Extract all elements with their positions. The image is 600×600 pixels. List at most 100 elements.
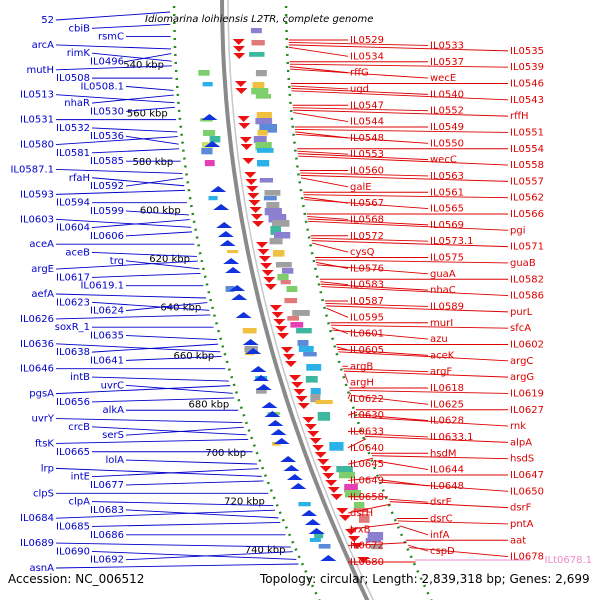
- reverse-strand-arrow: [293, 389, 306, 395]
- gene-feature-block: [274, 232, 291, 239]
- left-gene-label: clpA: [69, 497, 91, 508]
- reverse-strand-arrow: [252, 221, 265, 227]
- right-gene-label: IL0552: [430, 106, 464, 117]
- left-gene-label: IL0686: [90, 530, 124, 541]
- left-gene-leader: [55, 94, 175, 104]
- forward-strand-arrow: [229, 285, 246, 291]
- left-gene-leader: [55, 136, 178, 145]
- reverse-strand-arrow: [250, 214, 263, 220]
- gene-feature-block: [204, 160, 215, 167]
- gene-feature-block: [315, 400, 333, 405]
- gene-feature-block: [244, 346, 258, 353]
- gene-feature-block: [253, 136, 267, 143]
- right-gene-leader: [373, 460, 429, 471]
- left-gene-label: aceA: [29, 239, 54, 250]
- gene-feature-block: [263, 196, 277, 201]
- right-gene-label: IL0544: [350, 117, 384, 128]
- kbp-tick-label: 700 kbp: [205, 448, 246, 459]
- gene-feature-block: [317, 412, 331, 421]
- gene-feature-block: [297, 340, 309, 346]
- reverse-strand-arrow: [275, 326, 288, 332]
- right-gene-label: IL0645: [350, 459, 384, 470]
- reverse-strand-arrow: [244, 172, 257, 178]
- right-gene-label: trxB: [350, 524, 371, 535]
- left-gene-leader: [125, 480, 264, 486]
- right-gene-label: IL0560: [350, 166, 384, 177]
- topology-label: Topology: circular; Length: 2,839,318 bp…: [260, 572, 590, 586]
- gene-feature-block: [318, 544, 331, 549]
- kbp-tick-label: 740 kbp: [245, 545, 286, 556]
- forward-strand-arrow: [242, 339, 259, 345]
- gene-feature-block: [365, 538, 381, 543]
- left-gene-leader: [125, 426, 244, 436]
- reverse-strand-arrow: [282, 354, 295, 360]
- right-gene-leader: [292, 107, 429, 112]
- reverse-strand-arrow: [233, 53, 246, 59]
- right-gene-label: dsrE: [430, 497, 452, 508]
- forward-strand-arrow: [235, 312, 252, 318]
- gene-feature-block: [298, 346, 314, 352]
- reverse-strand-arrow: [242, 158, 255, 164]
- left-gene-leader: [91, 23, 171, 29]
- right-gene-leader: [326, 305, 509, 313]
- gene-feature-block: [306, 364, 322, 371]
- reverse-strand-arrow: [280, 347, 293, 353]
- left-gene-label: IL0623: [56, 297, 90, 308]
- right-gene-label: wecE: [430, 73, 456, 84]
- right-gene-label: IL0575: [430, 253, 464, 264]
- right-gene-label: IL0619: [510, 388, 544, 399]
- reverse-strand-arrow: [263, 277, 276, 283]
- reverse-strand-arrow: [269, 305, 282, 311]
- kbp-tick-label: 680 kbp: [189, 400, 230, 411]
- reverse-strand-arrow: [304, 424, 317, 430]
- left-gene-label: IL0689: [20, 538, 54, 549]
- left-gene-leader: [91, 376, 229, 382]
- right-gene-leader: [294, 128, 509, 133]
- genome-backbone-arc: [219, 0, 370, 600]
- gene-feature-block: [269, 238, 283, 245]
- map-title: Idiomarina loihiensis L2TR, complete gen…: [145, 14, 373, 25]
- left-gene-leader: [125, 335, 217, 340]
- forward-strand-arrow: [201, 114, 218, 120]
- reverse-strand-arrow: [260, 263, 273, 269]
- reverse-strand-arrow: [247, 193, 260, 199]
- reverse-strand-arrow: [327, 487, 340, 493]
- gene-feature-block: [266, 202, 280, 209]
- right-gene-label: IL0678: [510, 552, 544, 563]
- right-gene-label: IL0648: [430, 481, 464, 492]
- forward-strand-arrow: [283, 465, 300, 471]
- right-gene-label: rnk: [510, 421, 526, 432]
- gene-feature-block: [259, 124, 278, 133]
- right-gene-leader: [388, 498, 429, 503]
- right-gene-leader: [365, 435, 509, 443]
- left-gene-label: IL0684: [20, 513, 54, 524]
- left-gene-label: trg: [110, 256, 124, 267]
- right-gene-leader: [291, 87, 429, 95]
- right-gene-label: IL0566: [510, 209, 544, 220]
- left-gene-label: IL0677: [90, 480, 124, 491]
- reverse-strand-arrow: [257, 249, 270, 255]
- right-gene-label: argB: [350, 361, 373, 372]
- reverse-strand-arrow: [277, 333, 290, 339]
- reverse-strand-arrow: [258, 256, 271, 262]
- reverse-strand-arrow: [232, 46, 245, 52]
- gene-feature-block: [298, 502, 311, 507]
- right-gene-leader: [289, 66, 349, 74]
- right-gene-leader: [347, 457, 374, 465]
- right-gene-label: IL0587: [350, 296, 384, 307]
- right-gene-label: IL0551: [510, 127, 544, 138]
- forward-strand-arrow: [255, 384, 272, 390]
- right-gene-label: IL0672: [350, 541, 384, 552]
- right-gene-leader: [336, 346, 349, 351]
- left-gene-leader: [125, 459, 258, 465]
- reverse-strand-arrow: [325, 480, 338, 486]
- forward-strand-arrow: [286, 474, 303, 480]
- right-gene-label: IL0565: [430, 204, 464, 215]
- reverse-strand-arrow: [234, 81, 247, 87]
- right-gene-label: rffG: [350, 68, 369, 79]
- right-gene-label: IL0605: [350, 345, 384, 356]
- right-gene-label: dsrC: [430, 514, 453, 525]
- left-gene-leader: [91, 468, 259, 478]
- left-gene-leader: [91, 522, 281, 527]
- reverse-strand-arrow: [245, 179, 258, 185]
